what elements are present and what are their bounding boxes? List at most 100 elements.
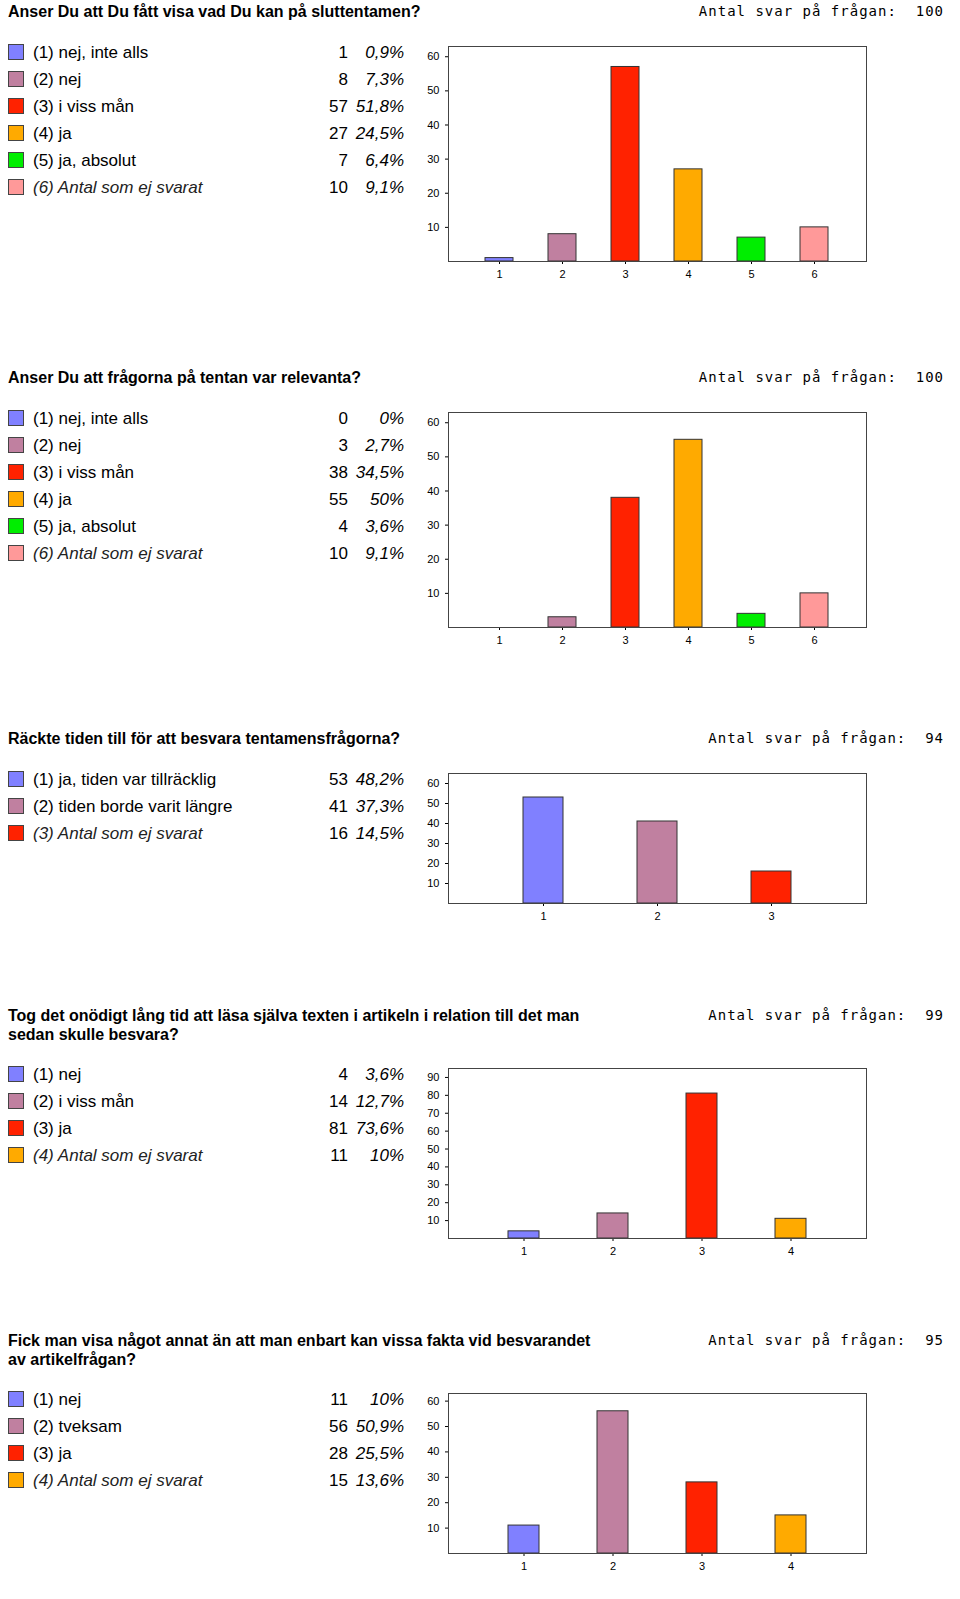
- html-text:(6) Antal som ej svarat: (6) Antal som ej svarat: [33, 178, 203, 197]
- html-text:(2) tiden borde varit längre: (2) tiden borde varit längre: [33, 797, 233, 816]
- svg-text:10: 10: [427, 1214, 439, 1226]
- html-text:(1) ja, tiden var tillräcklig: (1) ja, tiden var tillräcklig: [33, 770, 217, 789]
- svg-text:5: 5: [748, 634, 754, 646]
- html-text:(5) ja, absolut: (5) ja, absolut: [33, 517, 136, 536]
- html-text:57: 57: [329, 97, 348, 116]
- html-text:Fick man visa något annat än a: Fick man visa något annat än att man enb…: [8, 1332, 591, 1368]
- html-text:Tog det onödigt lång tid att l: Tog det onödigt lång tid att läsa själva…: [8, 1007, 580, 1043]
- html-text:(3) Antal som ej svarat: (3) Antal som ej svarat: [33, 824, 203, 843]
- html-text:10: 10: [329, 544, 348, 563]
- svg-text:10: 10: [427, 587, 439, 599]
- svg-text:5: 5: [748, 268, 754, 280]
- html-text:3,6%: 3,6%: [365, 517, 404, 536]
- svg-text:50: 50: [427, 1143, 439, 1155]
- svg-text:50: 50: [427, 1420, 439, 1432]
- html-text:50%: 50%: [370, 490, 404, 509]
- html-text:55: 55: [329, 490, 348, 509]
- html-text:24,5%: 24,5%: [355, 124, 404, 143]
- svg-text:2: 2: [610, 1245, 616, 1257]
- html-text:(2) nej: (2) nej: [33, 436, 82, 455]
- html-text:9,1%: 9,1%: [365, 178, 404, 197]
- svg-text:20: 20: [427, 1496, 439, 1508]
- html-text:(2) i viss mån: (2) i viss mån: [33, 1092, 135, 1111]
- html-text:7,3%: 7,3%: [365, 70, 404, 89]
- html-text:(3) i viss mån: (3) i viss mån: [33, 463, 135, 482]
- svg-text:30: 30: [427, 519, 439, 531]
- svg-text:50: 50: [427, 450, 439, 462]
- html-text:3,6%: 3,6%: [365, 1065, 404, 1084]
- html-text:(2) nej: (2) nej: [33, 70, 82, 89]
- svg-text:60: 60: [427, 416, 439, 428]
- svg-text:40: 40: [427, 1445, 439, 1457]
- svg-text:60: 60: [427, 1395, 439, 1407]
- svg-text:80: 80: [427, 1089, 439, 1101]
- svg-text:40: 40: [427, 119, 439, 131]
- svg-text:4: 4: [788, 1245, 794, 1257]
- svg-text:2: 2: [610, 1560, 616, 1572]
- svg-text:50: 50: [427, 84, 439, 96]
- svg-text:1: 1: [540, 910, 546, 922]
- html-text:(1) nej, inte alls: (1) nej, inte alls: [33, 43, 149, 62]
- svg-text:6: 6: [811, 268, 817, 280]
- svg-text:60: 60: [427, 50, 439, 62]
- html-text:38: 38: [329, 463, 348, 482]
- svg-text:1: 1: [496, 268, 502, 280]
- svg-text:50: 50: [427, 797, 439, 809]
- svg-text:3: 3: [699, 1245, 705, 1257]
- html-text:51,8%: 51,8%: [355, 97, 404, 116]
- svg-text:2: 2: [559, 268, 565, 280]
- svg-text:1: 1: [521, 1245, 527, 1257]
- svg-text:4: 4: [685, 268, 691, 280]
- html-text:10: 10: [329, 178, 348, 197]
- svg-text:90: 90: [427, 1071, 439, 1083]
- svg-text:70: 70: [427, 1107, 439, 1119]
- svg-text:10: 10: [427, 221, 439, 233]
- svg-text:4: 4: [788, 1560, 794, 1572]
- svg-text:30: 30: [427, 153, 439, 165]
- html-text:(5) ja, absolut: (5) ja, absolut: [33, 151, 136, 170]
- svg-text:20: 20: [427, 857, 439, 869]
- svg-text:60: 60: [427, 1125, 439, 1137]
- html-text:(4) ja: (4) ja: [33, 124, 72, 143]
- svg-text:30: 30: [427, 837, 439, 849]
- html-text:6,4%: 6,4%: [365, 151, 404, 170]
- svg-text:40: 40: [427, 1160, 439, 1172]
- html-text:9,1%: 9,1%: [365, 544, 404, 563]
- html-text:27: 27: [329, 124, 348, 143]
- html-text:(6) Antal som ej svarat: (6) Antal som ej svarat: [33, 544, 203, 563]
- html-text:34,5%: 34,5%: [355, 463, 404, 482]
- svg-text:40: 40: [427, 817, 439, 829]
- html-text:(4) ja: (4) ja: [33, 490, 72, 509]
- html-text:37,3%: 37,3%: [355, 797, 404, 816]
- svg-text:60: 60: [427, 777, 439, 789]
- html-text:(1) nej: (1) nej: [33, 1065, 82, 1084]
- html-text:0%: 0%: [379, 409, 404, 428]
- html-text:14,5%: 14,5%: [355, 824, 404, 843]
- svg-text:10: 10: [427, 877, 439, 889]
- svg-text:4: 4: [685, 634, 691, 646]
- svg-text:20: 20: [427, 553, 439, 565]
- svg-text:10: 10: [427, 1522, 439, 1534]
- svg-text:20: 20: [427, 187, 439, 199]
- svg-text:1: 1: [496, 634, 502, 646]
- html-text:(1) nej, inte alls: (1) nej, inte alls: [33, 409, 149, 428]
- html-text:53: 53: [329, 770, 348, 789]
- svg-text:2: 2: [654, 910, 660, 922]
- svg-text:40: 40: [427, 485, 439, 497]
- svg-text:20: 20: [427, 1196, 439, 1208]
- svg-text:1: 1: [521, 1560, 527, 1572]
- svg-text:3: 3: [622, 634, 628, 646]
- svg-text:30: 30: [427, 1471, 439, 1483]
- html-text:16: 16: [329, 824, 348, 843]
- svg-text:3: 3: [768, 910, 774, 922]
- html-text:(3) i viss mån: (3) i viss mån: [33, 97, 135, 116]
- html-text:2,7%: 2,7%: [365, 436, 404, 455]
- svg-text:2: 2: [559, 634, 565, 646]
- svg-text:3: 3: [622, 268, 628, 280]
- svg-text:3: 3: [699, 1560, 705, 1572]
- html-text:41: 41: [329, 797, 348, 816]
- html-text:48,2%: 48,2%: [355, 770, 404, 789]
- svg-text:6: 6: [811, 634, 817, 646]
- svg-text:30: 30: [427, 1178, 439, 1190]
- html-text:0,9%: 0,9%: [365, 43, 404, 62]
